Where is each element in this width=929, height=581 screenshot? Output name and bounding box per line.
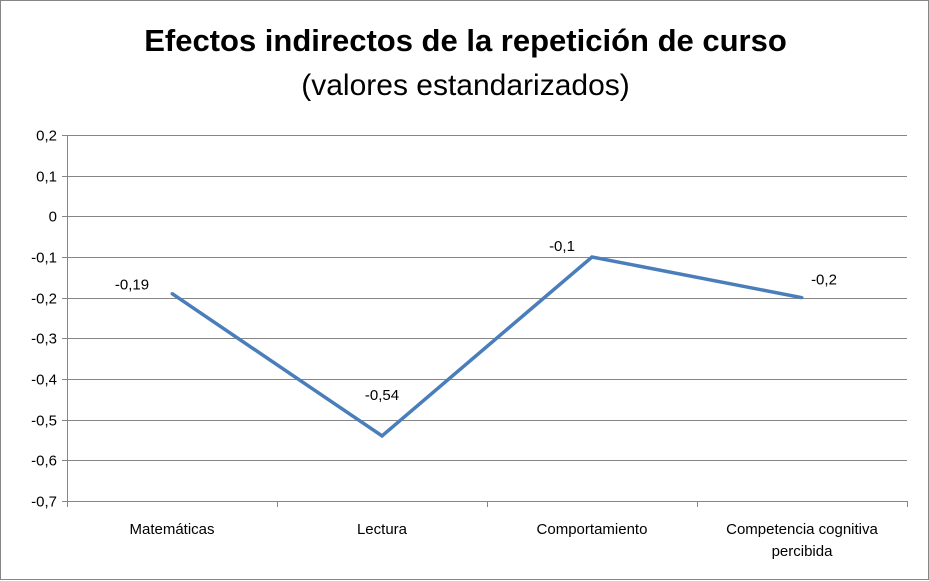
x-tick-labels: Matemáticas Lectura Comportamiento Competen… [129,521,878,560]
y-tick-label: -0,2 [31,291,57,308]
y-tick-label: 0,2 [36,128,57,145]
x-tick-label: Lectura [357,521,408,538]
axes [62,135,908,507]
data-labels: -0,19 -0,54 -0,1 -0,2 [115,238,837,404]
y-tick-label: -0,1 [31,250,57,267]
y-tick-label: 0 [49,209,57,226]
data-point [170,292,174,296]
y-tick-label: -0,7 [31,494,57,511]
y-tick-label: -0,5 [31,413,57,430]
data-label: -0,19 [115,277,149,294]
y-tick-label: -0,4 [31,372,57,389]
data-label: -0,2 [811,272,837,289]
x-tick-label: Competencia cognitiva percibida [726,521,878,560]
series-line [171,255,803,439]
data-point [590,255,594,259]
x-tick-label: Comportamiento [537,521,648,538]
data-point [380,434,384,438]
data-label: -0,1 [549,238,575,255]
y-tick-label: 0,1 [36,169,57,186]
data-label: -0,54 [365,387,399,404]
y-tick-label: -0,3 [31,331,57,348]
grid-lines [67,135,907,502]
data-point [800,296,804,300]
chart-title: Efectos indirectos de la repetición de c… [144,23,787,58]
series-lines [170,255,804,439]
chart-subtitle: (valores estandarizados) [301,69,630,102]
y-tick-label: -0,6 [31,453,57,470]
y-tick-labels: 0,2 0,1 0 -0,1 -0,2 -0,3 -0,4 -0,5 -0,6 -0,7 [31,128,57,511]
x-tick-label: Matemáticas [129,521,214,538]
